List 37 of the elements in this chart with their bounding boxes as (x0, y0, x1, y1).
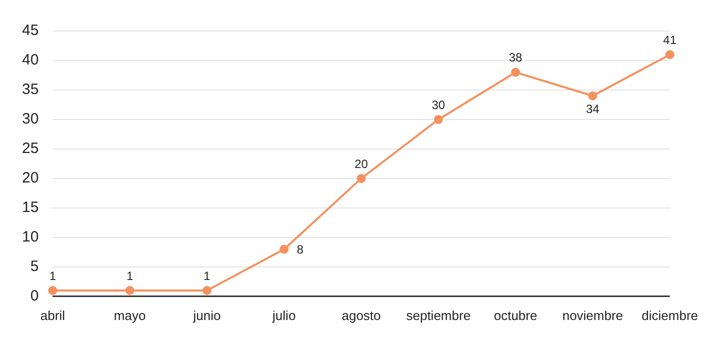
y-tick-label: 20 (22, 170, 39, 187)
data-label: 1 (204, 268, 211, 283)
x-tick-label: agosto (342, 308, 381, 323)
y-tick-label: 15 (22, 199, 39, 216)
x-tick-label: mayo (114, 308, 146, 323)
data-label: 41 (663, 32, 677, 47)
point (434, 114, 443, 124)
y-tick-label: 40 (22, 52, 39, 69)
y-tick-label: 30 (22, 110, 39, 128)
point (511, 68, 520, 77)
y-tick-label: 45 (22, 22, 39, 40)
point (202, 286, 212, 295)
data-label: 1 (49, 268, 56, 283)
x-tick-label: abril (40, 308, 66, 323)
point (48, 286, 58, 295)
y-tick-label: 35 (22, 81, 39, 98)
data-label: 34 (586, 102, 600, 116)
data-label: 20 (354, 156, 368, 171)
data-label: 1 (126, 268, 134, 283)
y-tick-label: 0 (30, 288, 39, 305)
y-tick-label: 25 (22, 140, 39, 158)
x-tick-label: julio (272, 308, 296, 323)
data-label: 30 (432, 98, 446, 112)
x-tick-label: diciembre (642, 308, 698, 323)
point (280, 244, 289, 254)
point (356, 174, 366, 183)
point (125, 286, 134, 295)
data-label: 38 (508, 50, 523, 65)
data-label: 8 (296, 242, 304, 257)
x-tick-label: noviembre (562, 308, 624, 323)
point (588, 91, 598, 100)
x-tick-label: octubre (494, 308, 538, 323)
y-tick-label: 5 (30, 258, 39, 276)
x-tick-label: junio (192, 308, 221, 323)
x-tick-label: septiembre (406, 308, 471, 323)
y-tick-label: 10 (22, 228, 39, 246)
point (665, 50, 674, 60)
